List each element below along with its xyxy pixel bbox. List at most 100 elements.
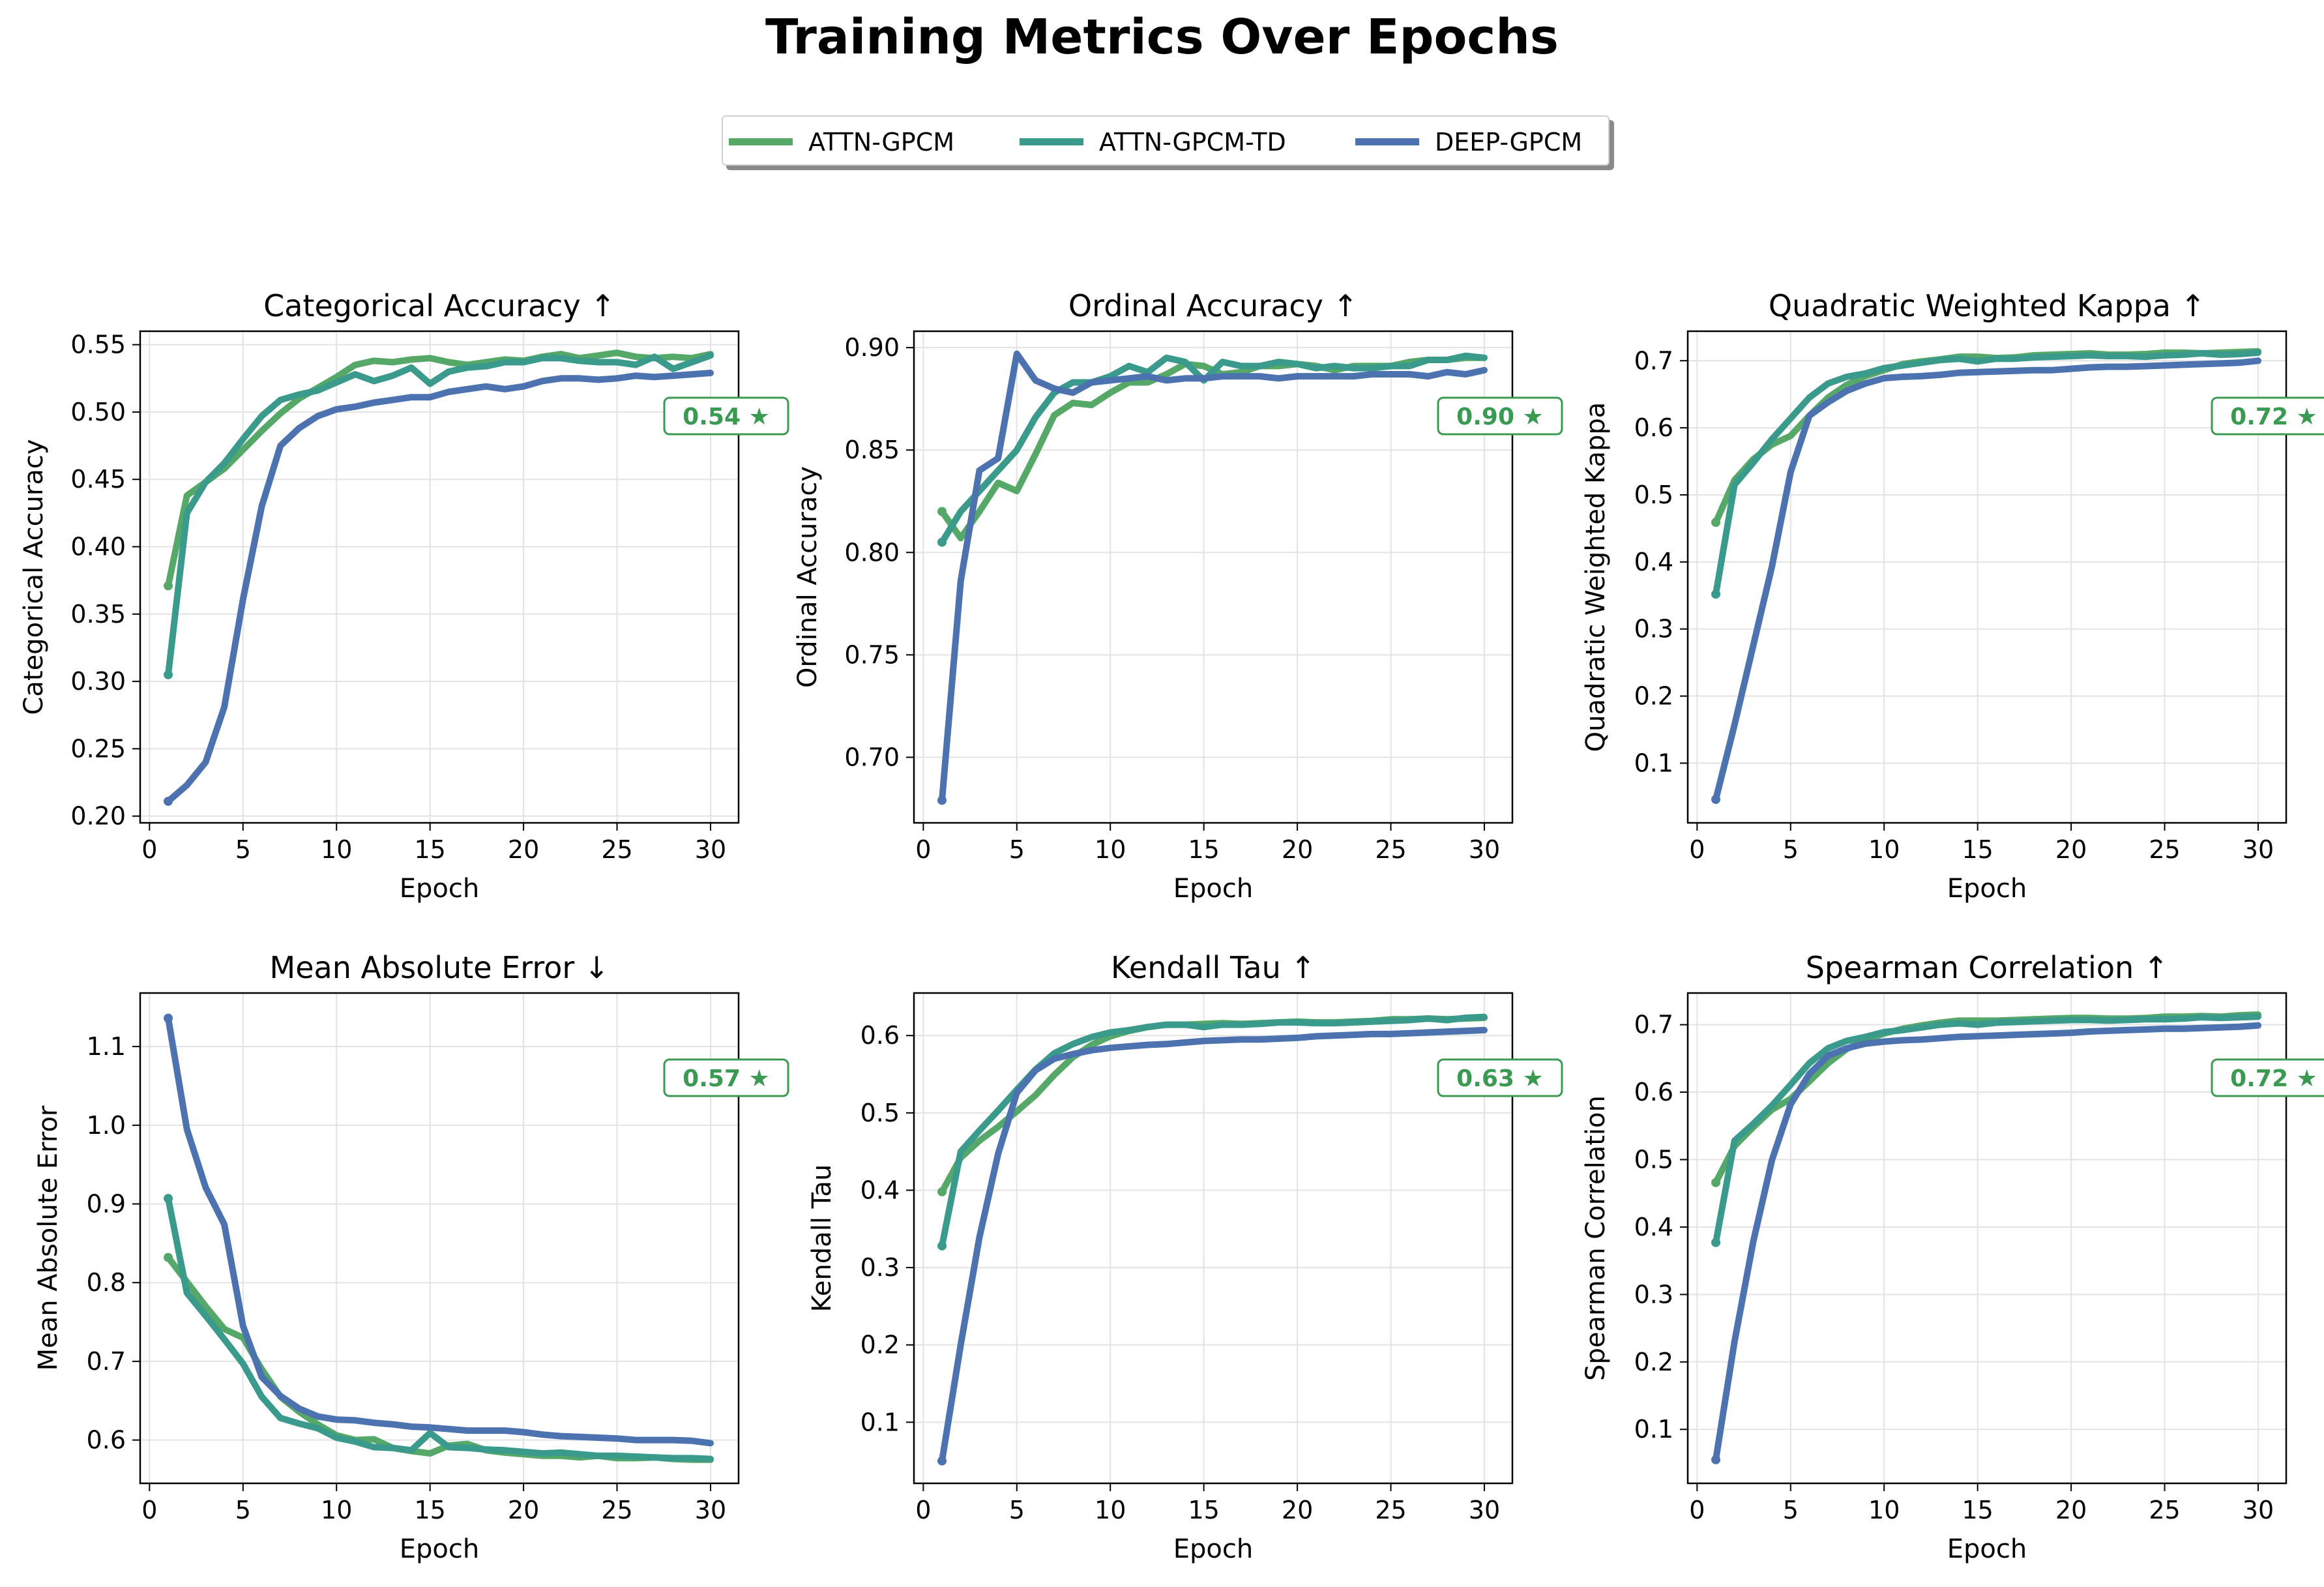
series-line-attn-gpcm-td	[165, 352, 714, 678]
best-value-badge	[663, 396, 789, 436]
y-tick-label: 0.3	[1634, 1280, 1673, 1309]
axes-frame	[913, 992, 1514, 1485]
series-start-point-attn-gpcm	[937, 1187, 947, 1196]
y-tick-label: 0.6	[87, 1426, 126, 1455]
x-tick-label: 5	[235, 1496, 251, 1524]
y-tick-label: 0.90	[844, 333, 900, 362]
legend-swatch-attn-gpcm-td	[1020, 138, 1083, 145]
y-tick-label: 0.1	[1634, 749, 1673, 777]
x-tick-label: 25	[601, 1496, 632, 1524]
x-tick-label: 30	[695, 1496, 726, 1524]
legend-item-deep-gpcm: DEEP-GPCM	[1355, 117, 1582, 167]
y-axis-label: Quadratic Weighted Kappa	[1581, 402, 1611, 752]
series-start-point-attn-gpcm	[1711, 518, 1721, 527]
y-tick-label: 0.25	[70, 734, 126, 763]
x-tick-label: 30	[695, 835, 726, 864]
series-start-point-attn-gpcm	[164, 581, 173, 591]
x-tick-label: 0	[1689, 1496, 1705, 1524]
y-tick-label: 0.2	[1634, 682, 1673, 711]
x-tick-label: 15	[1962, 835, 1993, 864]
series-line-attn-gpcm	[939, 1015, 1488, 1195]
x-tick-label: 25	[2149, 835, 2180, 864]
x-tick-label: 0	[141, 1496, 157, 1524]
series-start-point-deep-gpcm	[937, 1456, 947, 1466]
figure-title: Training Metrics Over Epochs	[765, 9, 1559, 65]
series-line-deep-gpcm	[165, 370, 714, 805]
x-tick-label: 0	[915, 1496, 931, 1524]
x-tick-label: 0	[915, 835, 931, 864]
chart-panel-categorical-accuracy: 0 5 10 15 20 25 30 0.20 0.25 0.30 0.35 0.40 0.45 0.50…	[19, 288, 789, 904]
x-tick-label: 15	[1962, 1496, 1993, 1524]
y-tick-label: 0.45	[70, 465, 126, 494]
x-tick-label: 5	[1783, 835, 1799, 864]
x-tick-label: 10	[1095, 1496, 1126, 1524]
series-line-attn-gpcm	[165, 349, 714, 589]
series-line-attn-gpcm-td	[939, 352, 1488, 546]
y-tick-label: 0.8	[87, 1268, 126, 1297]
series-start-point-attn-gpcm-td	[164, 670, 173, 679]
y-tick-label: 0.5	[860, 1099, 900, 1127]
legend-swatch-deep-gpcm	[1355, 138, 1419, 145]
best-value-badge	[663, 1058, 789, 1097]
legend-label-attn-gpcm: ATTN-GPCM	[808, 127, 955, 156]
x-tick-label: 25	[2149, 1496, 2180, 1524]
legend-item-attn-gpcm-td: ATTN-GPCM-TD	[1020, 117, 1286, 167]
series-line-attn-gpcm-td	[1713, 349, 2261, 598]
y-tick-label: 0.6	[1634, 413, 1673, 442]
y-tick-label: 0.85	[844, 436, 900, 464]
legend-label-attn-gpcm-td: ATTN-GPCM-TD	[1099, 127, 1286, 156]
legend-item-attn-gpcm: ATTN-GPCM	[729, 117, 954, 167]
y-tick-label: 0.1	[860, 1408, 900, 1436]
chart-panel-kendall-tau: 0 5 10 15 20 25 30 0.1 0.2 0.3 0.4 0.5 0.6 Kendall Ta…	[807, 950, 1563, 1564]
x-tick-label: 5	[1783, 1496, 1799, 1524]
series-line-deep-gpcm	[939, 1026, 1488, 1464]
series-start-point-deep-gpcm	[937, 795, 947, 805]
series-line-deep-gpcm	[1713, 357, 2261, 803]
best-value-label: 0.72 ★	[2230, 404, 2317, 430]
y-tick-label: 0.7	[1634, 346, 1673, 375]
x-tick-label: 15	[1188, 835, 1219, 864]
legend: ATTN-GPCM ATTN-GPCM-TD DEEP-GPCM	[722, 115, 1610, 166]
y-tick-label: 0.9	[87, 1189, 126, 1218]
x-tick-label: 30	[1469, 1496, 1500, 1524]
x-tick-label: 5	[1009, 835, 1025, 864]
chart-panel-quadratic-weighted-kappa: 0 5 10 15 20 25 30 0.1 0.2 0.3 0.4 0.5 0.6 0.7 Quadrat…	[1581, 288, 2324, 904]
y-tick-label: 1.0	[87, 1111, 126, 1140]
x-tick-label: 10	[1868, 835, 1900, 864]
x-tick-label: 20	[2055, 1496, 2087, 1524]
best-value-badge	[1437, 1058, 1563, 1097]
series-start-point-attn-gpcm	[1711, 1178, 1721, 1187]
chart-panel-ordinal-accuracy: 0 5 10 15 20 25 30 0.70 0.75 0.80 0.85 0.90 Ordinal …	[793, 288, 1563, 904]
series-line-deep-gpcm	[939, 350, 1488, 804]
x-tick-label: 25	[601, 835, 632, 864]
x-tick-label: 5	[1009, 1496, 1025, 1524]
y-tick-label: 0.2	[860, 1331, 900, 1359]
series-line-deep-gpcm	[165, 1015, 714, 1447]
y-tick-label: 0.75	[844, 640, 900, 669]
series-start-point-deep-gpcm	[1711, 794, 1721, 804]
legend-label-deep-gpcm: DEEP-GPCM	[1435, 127, 1583, 156]
y-tick-label: 0.7	[1634, 1011, 1673, 1039]
y-tick-label: 0.1	[1634, 1415, 1673, 1444]
x-axis-label: Epoch	[1947, 1534, 2027, 1564]
x-tick-label: 20	[1282, 1496, 1313, 1524]
x-tick-label: 20	[1282, 835, 1313, 864]
chart-panel-mean-absolute-error: 0 5 10 15 20 25 30 0.6 0.7 0.8 0.9 1.0 1.1 Mean Absol…	[33, 950, 789, 1564]
legend-swatch-attn-gpcm	[729, 138, 793, 145]
y-tick-label: 0.2	[1634, 1348, 1673, 1376]
x-tick-label: 15	[414, 835, 445, 864]
series-line-attn-gpcm-td	[939, 1013, 1488, 1249]
y-tick-label: 0.30	[70, 667, 126, 696]
x-axis-label: Epoch	[400, 1534, 479, 1564]
y-axis-label: Categorical Accuracy	[19, 439, 49, 715]
x-tick-label: 0	[1689, 835, 1705, 864]
best-value-label: 0.90 ★	[1456, 404, 1544, 430]
x-axis-label: Epoch	[1173, 874, 1253, 904]
y-tick-label: 0.35	[70, 600, 126, 629]
x-tick-label: 20	[2055, 835, 2087, 864]
panel-title: Spearman Correlation ↑	[1806, 950, 2169, 985]
series-start-point-attn-gpcm-td	[937, 1241, 947, 1251]
panel-title: Quadratic Weighted Kappa ↑	[1769, 288, 2205, 323]
series-start-point-deep-gpcm	[164, 796, 173, 806]
